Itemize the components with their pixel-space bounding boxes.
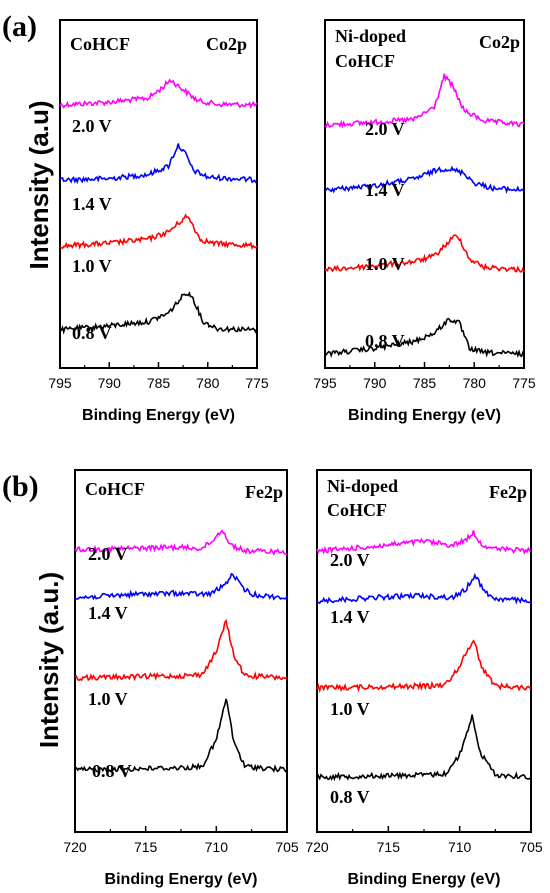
x-tick-label: 710 xyxy=(448,839,472,855)
series-label: 1.4 V xyxy=(365,180,405,200)
x-tick-label: 780 xyxy=(196,375,220,391)
x-tick-label: 720 xyxy=(305,839,329,855)
series-line-14 xyxy=(324,165,525,195)
peak-label: Fe2p xyxy=(245,482,283,502)
series-line-10 xyxy=(316,639,532,694)
x-tick-label: 795 xyxy=(48,375,72,391)
series-line-08 xyxy=(74,698,288,774)
series-label: 0.8 V xyxy=(72,323,112,343)
panel-label-b: (b) xyxy=(2,470,39,503)
sample-label: CoHCF xyxy=(85,479,145,499)
chart-panel-4: 720 715 710 705 Binding Energy (eV) Ni-doped C… xyxy=(305,469,543,888)
x-tick-label: 785 xyxy=(147,375,171,391)
sample-label: CoHCF xyxy=(70,34,130,54)
series-line-10 xyxy=(59,213,258,251)
x-axis-label: Binding Energy (eV) xyxy=(348,871,501,888)
peak-label: Co2p xyxy=(479,32,520,52)
peak-label: Co2p xyxy=(206,34,247,54)
series-label: 1.0 V xyxy=(88,689,128,709)
series-label: 2.0 V xyxy=(330,550,370,570)
x-tick-label: 705 xyxy=(519,839,543,855)
series-label: 1.0 V xyxy=(330,699,370,719)
series-label: 2.0 V xyxy=(365,119,405,139)
x-tick-label: 785 xyxy=(413,375,437,391)
series-line-10 xyxy=(74,618,288,682)
x-tick-label: 715 xyxy=(377,839,401,855)
series-label: 1.4 V xyxy=(330,607,370,627)
ylabel-a: Intensity (a.u) xyxy=(24,100,54,269)
chart-panel-2: 795 790 785 780 775 Binding Energy (eV) Ni-dop… xyxy=(313,19,536,424)
series-line-08 xyxy=(316,714,532,782)
series-line-20 xyxy=(316,530,532,555)
series-line-08 xyxy=(59,291,258,335)
chart-panel-1: 795 790 785 780 775 Binding Energy (eV) CoHCF C… xyxy=(48,19,269,424)
series-label: 0.8 V xyxy=(92,761,132,781)
x-tick-label: 715 xyxy=(134,839,158,855)
series-line-20 xyxy=(74,529,288,556)
panel-label-a: (a) xyxy=(2,10,37,43)
series-line-14 xyxy=(74,572,288,601)
series-label: 1.4 V xyxy=(88,603,128,623)
x-axis-label: Binding Energy (eV) xyxy=(105,871,258,888)
series-line-10 xyxy=(324,234,525,273)
x-tick-label: 720 xyxy=(63,839,87,855)
series-line-20 xyxy=(324,73,525,129)
series-label: 1.0 V xyxy=(72,256,112,276)
series-label: 2.0 V xyxy=(88,544,128,564)
sample-label: CoHCF xyxy=(327,500,387,520)
x-axis-label: Binding Energy (eV) xyxy=(82,407,235,424)
x-tick-label: 790 xyxy=(363,375,387,391)
plot-frame xyxy=(324,19,525,369)
x-tick-label: 775 xyxy=(512,375,536,391)
sample-label: Ni-doped xyxy=(327,476,398,496)
series-line-20 xyxy=(59,78,258,109)
series-label: 0.8 V xyxy=(330,787,370,807)
ylabel-b: Intensity (a.u.) xyxy=(34,572,64,748)
x-tick-label: 795 xyxy=(313,375,337,391)
peak-label: Fe2p xyxy=(489,482,527,502)
series-label: 1.0 V xyxy=(365,254,405,274)
series-label: 1.4 V xyxy=(72,194,112,214)
x-tick-label: 775 xyxy=(245,375,269,391)
sample-label: Ni-doped xyxy=(335,26,406,46)
series-line-14 xyxy=(59,143,258,185)
series-label: 0.8 V xyxy=(365,331,405,351)
x-tick-label: 710 xyxy=(205,839,229,855)
series-line-14 xyxy=(316,572,532,605)
x-axis-label: Binding Energy (eV) xyxy=(348,407,501,424)
x-tick-label: 780 xyxy=(463,375,487,391)
sample-label: CoHCF xyxy=(335,51,395,71)
x-tick-label: 705 xyxy=(275,839,299,855)
series-label: 2.0 V xyxy=(72,116,112,136)
series-line-08 xyxy=(324,317,525,359)
charts: 795 790 785 780 775 Binding Energy (eV) CoHCF C… xyxy=(48,19,543,888)
chart-panel-3: 720 715 710 705 Binding Energy (eV) CoHCF Fe2p… xyxy=(63,469,299,888)
x-tick-label: 790 xyxy=(98,375,122,391)
